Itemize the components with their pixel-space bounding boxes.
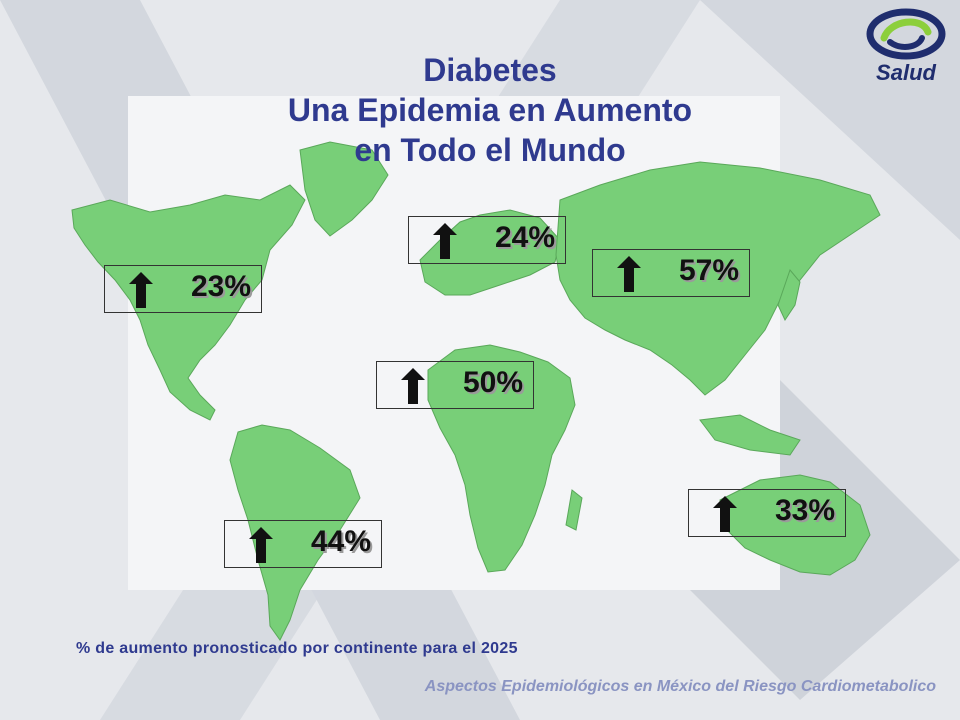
up-arrow-icon (713, 496, 737, 532)
box-africa: 50% (376, 361, 534, 409)
percent-europe: 24% (494, 221, 555, 254)
percent-africa: 50% (462, 366, 523, 399)
up-arrow-icon (129, 272, 153, 308)
page-title: Diabetes Una Epidemia en Aumento en Todo… (240, 50, 740, 170)
title-line-1: Diabetes (423, 52, 557, 88)
world-map (71, 141, 881, 641)
up-arrow-icon (433, 223, 457, 259)
australia-shape (719, 474, 871, 576)
title-line-2: Una Epidemia en Aumento (287, 92, 693, 128)
japan-shape (777, 268, 801, 322)
percent-south-america: 44% (310, 525, 371, 558)
up-arrow-icon (249, 527, 273, 563)
footer: Aspectos Epidemiológicos en México del R… (424, 678, 936, 695)
madagascar-shape (565, 489, 583, 531)
caption: % de aumento pronosticado por continente… (76, 640, 518, 657)
box-asia: 57% (592, 249, 750, 297)
greenland-shape (299, 141, 389, 237)
up-arrow-icon (401, 368, 425, 404)
logo-word: Salud (876, 60, 936, 85)
box-north-america: 23% (104, 265, 262, 313)
salud-logo: Salud (860, 8, 952, 92)
south-america-shape (229, 424, 361, 641)
title-line-3: en Todo el Mundo (354, 132, 626, 168)
percent-oceania: 33% (774, 494, 835, 527)
islands-shape (699, 414, 801, 456)
percent-asia: 57% (678, 254, 739, 287)
north-america-shape (71, 184, 306, 421)
logo-swirl-icon (866, 8, 946, 60)
percent-north-america: 23% (190, 270, 251, 303)
asia-shape (555, 161, 881, 396)
up-arrow-icon (617, 256, 641, 292)
box-south-america: 44% (224, 520, 382, 568)
box-europe: 24% (408, 216, 566, 264)
africa-shape (427, 344, 576, 573)
box-oceania: 33% (688, 489, 846, 537)
